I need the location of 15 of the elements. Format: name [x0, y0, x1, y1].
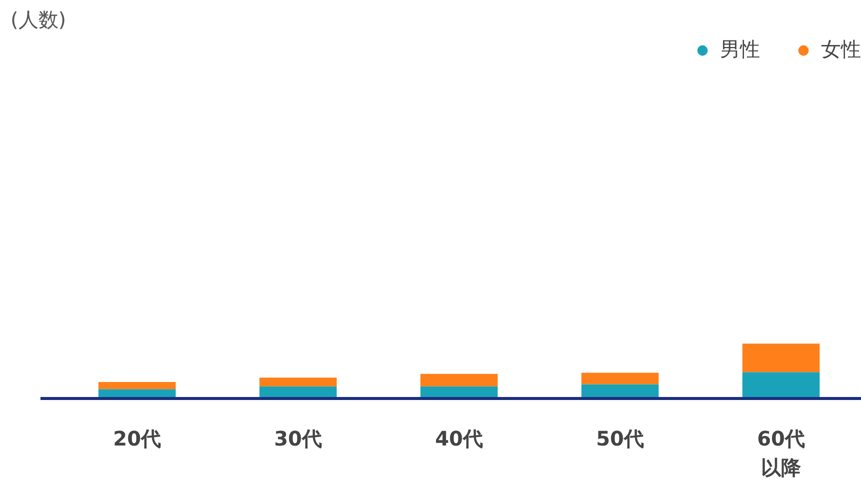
bar — [742, 344, 820, 372]
text: (人数) — [10, 8, 66, 32]
x-tick-label: 40代 — [435, 426, 483, 450]
legend-label: 女性 — [821, 36, 861, 63]
x-tick-label: 30代 — [274, 426, 322, 450]
bar — [581, 384, 659, 398]
bar — [742, 372, 820, 398]
legend-label: 男性 — [720, 36, 760, 63]
bar — [581, 372, 659, 384]
bar — [98, 382, 176, 390]
bar — [259, 378, 337, 386]
x-tick-label: 20代 — [113, 426, 162, 450]
x-tick-label: 60代以降 — [757, 426, 805, 480]
x-tick-label: 50代 — [596, 426, 644, 450]
bar — [420, 374, 498, 386]
